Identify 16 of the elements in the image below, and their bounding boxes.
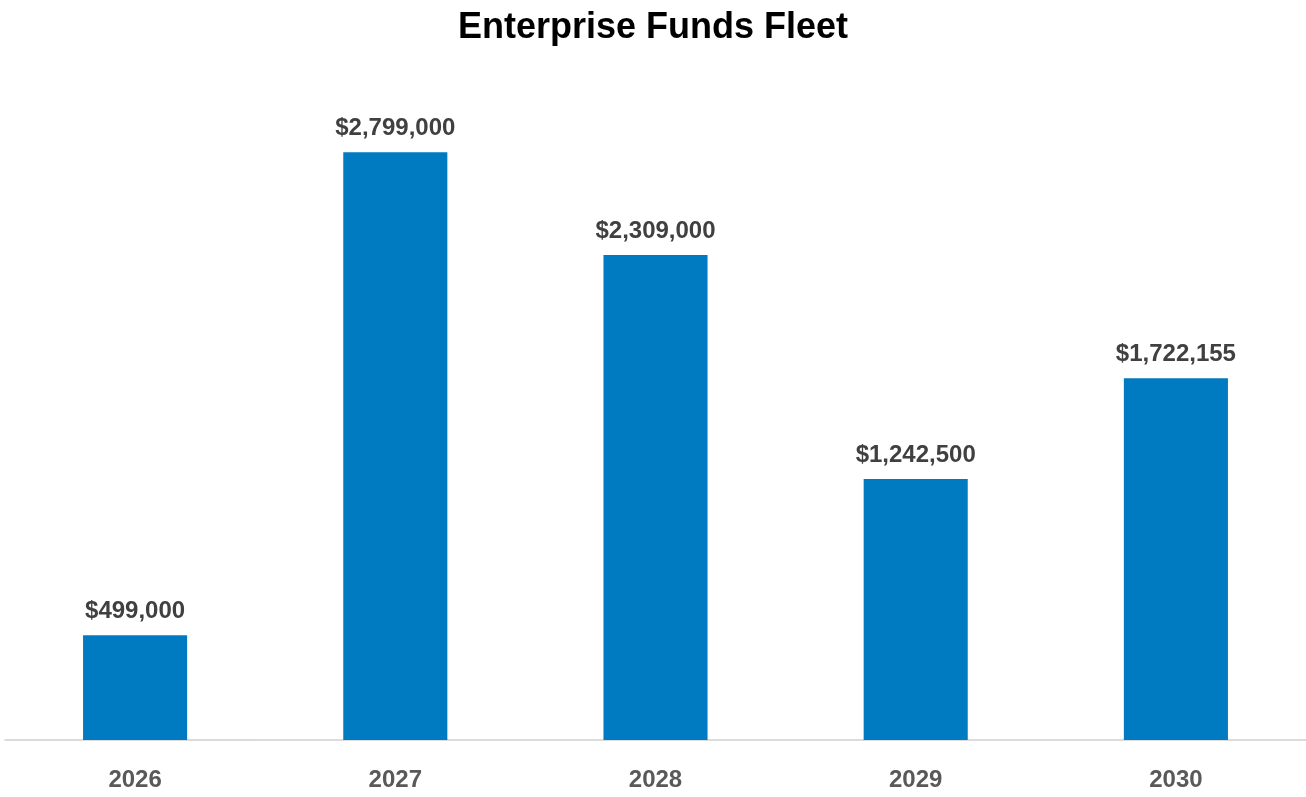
data-label: $499,000 [85,595,186,623]
x-tick-label: 2030 [1149,764,1203,792]
bar [603,255,708,740]
data-label: $1,722,155 [1115,338,1236,366]
bar [863,479,968,740]
bar [343,152,448,740]
data-label: $1,242,500 [855,439,976,467]
x-tick-label: 2026 [108,764,162,792]
x-tick-label: 2027 [368,764,422,792]
bar [1123,378,1228,740]
x-tick-label: 2028 [628,764,683,792]
data-label: $2,309,000 [595,215,716,243]
data-label: $2,799,000 [335,112,456,140]
bar [83,635,188,740]
x-tick-label: 2029 [889,764,943,792]
chart-title: Enterprise Funds Fleet [457,4,849,46]
